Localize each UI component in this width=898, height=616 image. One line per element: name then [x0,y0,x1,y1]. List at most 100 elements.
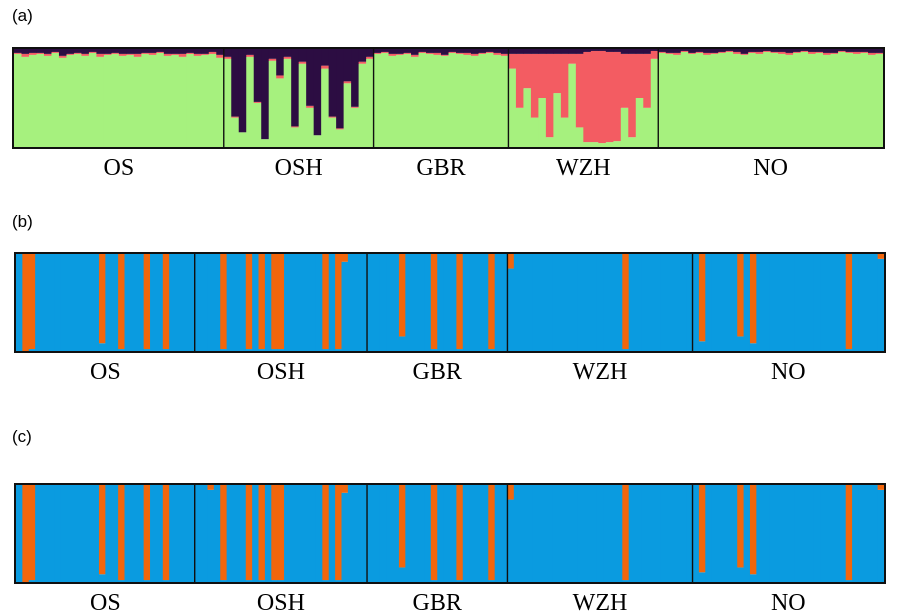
ancestry-bar-osh-14-k1 [277,349,285,351]
ancestry-bar-os-17-k3 [133,49,142,54]
ancestry-bar-gbr-19-k1 [481,485,489,582]
ancestry-bar-wzh-23-k1 [647,254,655,351]
ancestry-bar-os-24-k2 [186,52,195,54]
ancestry-bar-no-14-k3 [755,49,764,52]
ancestry-bar-gbr-15-k2 [478,52,487,54]
ancestry-bar-wzh-25-k1 [660,254,668,351]
ancestry-bar-gbr-2-k3 [381,49,389,52]
ancestry-bar-os-5-k1 [41,485,49,582]
ancestry-bar-gbr-15-k2 [456,485,464,581]
ancestry-bar-no-14-k1 [775,254,783,351]
ancestry-bar-os-26-k1 [175,254,183,351]
ancestry-bar-no-4-k1 [711,485,719,582]
ancestry-bar-gbr-17-k3 [493,49,502,53]
ancestry-bar-gbr-15-k2 [456,254,464,350]
ancestry-bar-os-9-k1 [73,53,82,147]
ancestry-bar-no-20-k1 [813,254,821,351]
ancestry-bar-no-24-k1 [839,254,847,351]
ancestry-bar-gbr-5-k2 [403,52,412,54]
ancestry-bar-wzh-11-k1 [571,485,579,582]
ancestry-bar-no-28-k3 [860,49,869,52]
ancestry-bar-gbr-17-k1 [493,54,502,147]
ancestry-bar-osh-19-k1 [309,254,317,351]
population-label-osh: OSH [256,359,305,385]
ancestry-bar-os-27-k1 [181,485,189,582]
ancestry-bar-wzh-28-k1 [679,254,687,351]
ancestry-bar-os-21-k1 [143,349,151,351]
ancestry-bar-no-8-k1 [737,336,744,351]
ancestry-bar-no-30-k3 [875,49,884,53]
ancestry-bar-os-17-k2 [118,254,125,350]
ancestry-bar-os-24-k1 [162,349,170,351]
ancestry-bar-no-7-k3 [703,49,712,53]
ancestry-bar-osh-1-k3 [223,49,232,57]
ancestry-bar-no-2-k2 [698,254,706,342]
ancestry-bar-no-2-k2 [698,485,706,573]
ancestry-bar-no-5-k1 [718,254,725,351]
ancestry-bar-gbr-21-k1 [494,485,502,582]
ancestry-bar-osh-21-k2 [322,485,330,581]
ancestry-bar-gbr-4-k3 [396,49,404,54]
ancestry-bar-wzh-24-k1 [654,254,662,351]
ancestry-bar-os-25-k1 [193,55,202,147]
ancestry-bar-wzh-23-k1 [647,485,655,582]
ancestry-bar-no-18-k2 [785,52,794,55]
population-label-wzh: WZH [572,590,628,616]
ancestry-bar-wzh-21-k1 [635,254,642,351]
ancestry-bar-os-1-k3 [14,49,22,53]
ancestry-bar-wzh-5-k3 [538,49,547,54]
ancestry-bar-no-3-k1 [705,485,713,582]
ancestry-bar-osh-23-k2 [335,485,342,581]
ancestry-bar-osh-20-k1 [315,485,323,582]
ancestry-bar-gbr-2-k1 [373,254,381,351]
ancestry-bar-os-18-k1 [124,485,132,582]
ancestry-bar-gbr-11-k1 [430,580,438,582]
ancestry-bar-osh-20-k1 [315,254,323,351]
ancestry-bar-osh-13-k1 [271,580,279,582]
ancestry-bar-os-8-k1 [66,54,75,147]
ancestry-bar-osh-25-k1 [347,485,355,582]
ancestry-bar-os-17-k2 [118,485,125,581]
ancestry-bar-os-12-k1 [96,56,105,148]
ancestry-bar-os-4-k1 [35,254,42,351]
ancestry-bar-gbr-3-k1 [379,485,387,582]
ancestry-bar-os-21-k1 [163,55,172,147]
ancestry-bar-wzh-27-k1 [673,254,681,351]
ancestry-bar-no-17-k1 [794,485,802,582]
ancestry-bar-os-22-k1 [150,254,157,351]
ancestry-bar-osh-7-k3 [268,49,277,59]
ancestry-bar-gbr-8-k3 [426,49,434,53]
population-label-wzh: WZH [572,359,628,385]
ancestry-bar-osh-26-k1 [354,485,362,582]
ancestry-bar-osh-10-k2 [291,126,300,128]
ancestry-bar-osh-17-k2 [343,81,352,84]
ancestry-bar-gbr-10-k1 [424,254,432,351]
ancestry-bar-no-8-k2 [737,485,744,568]
ancestry-bar-osh-4-k1 [213,254,221,351]
ancestry-bar-gbr-12-k1 [455,53,464,147]
ancestry-bar-wzh-13-k1 [584,485,591,582]
ancestry-bar-gbr-10-k3 [441,49,449,55]
ancestry-bar-no-14-k1 [755,53,764,147]
ancestry-bar-wzh-12-k2 [590,50,599,143]
ancestry-bar-wzh-9-k1 [558,254,566,351]
ancestry-bar-wzh-12-k1 [577,485,585,582]
ancestry-bar-wzh-9-k1 [558,485,566,582]
ancestry-bar-wzh-26-k1 [667,485,674,582]
ancestry-bar-osh-17-k1 [296,485,304,582]
ancestry-bar-osh-24-k1 [341,492,349,582]
ancestry-bar-osh-12-k1 [306,107,315,147]
ancestry-bar-osh-5-k2 [253,101,262,103]
ancestry-bar-os-1-k1 [16,485,23,582]
ancestry-bar-wzh-19-k3 [643,49,652,54]
ancestry-bar-no-26-k1 [845,52,854,147]
ancestry-bar-no-19-k1 [793,52,801,147]
ancestry-bar-no-3-k3 [673,49,682,53]
ancestry-bar-os-5-k2 [43,53,52,56]
ancestry-bar-wzh-16-k1 [603,485,610,582]
ancestry-bar-gbr-5-k3 [403,49,412,53]
ancestry-bar-os-3-k1 [28,580,36,582]
ancestry-bar-os-16-k1 [126,54,135,147]
ancestry-bar-wzh-2-k1 [513,254,521,351]
ancestry-bar-os-15-k1 [105,485,113,582]
